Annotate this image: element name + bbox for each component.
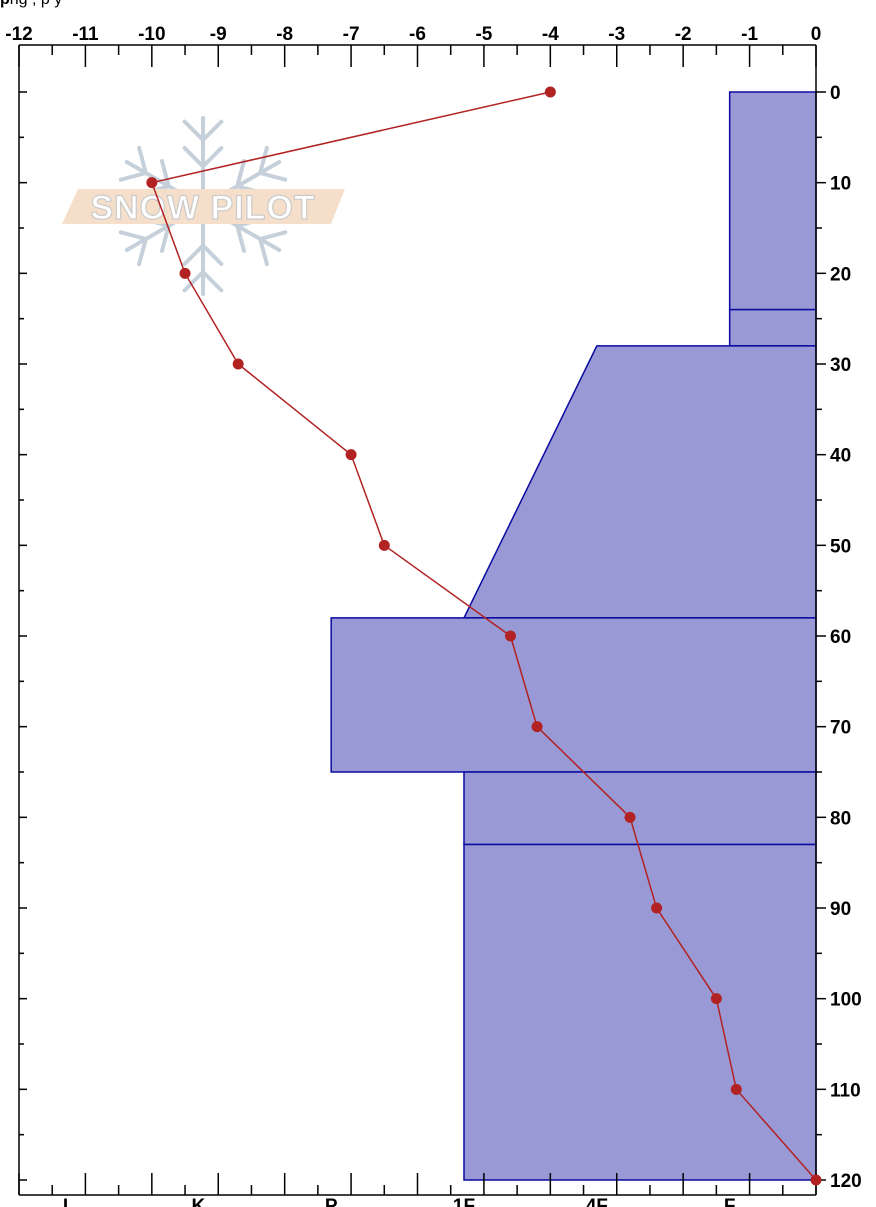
depth-tick-label: 90: [830, 899, 851, 920]
snowflake-branch: [201, 146, 224, 169]
hardness-tick-label: 1F: [453, 1196, 475, 1207]
depth-tick-label: 0: [830, 83, 841, 104]
temperature-tick-label: -7: [343, 24, 360, 45]
temperature-tick-label: -8: [276, 24, 293, 45]
temperature-tick-label: -4: [542, 24, 559, 45]
temperature-point: [651, 902, 663, 914]
watermark-banner: [62, 189, 345, 224]
temperature-point: [531, 721, 543, 733]
depth-tick-label: 60: [830, 627, 851, 648]
temperature-tick-label: -11: [72, 24, 99, 45]
snowflake-branch: [258, 237, 269, 267]
hardness-tick-label: F: [724, 1196, 736, 1207]
temperature-point: [345, 449, 357, 461]
hardness-tick-label: K: [191, 1196, 205, 1207]
depth-tick-label: 20: [830, 264, 851, 285]
temperature-point: [232, 358, 244, 370]
snowflake-branch: [118, 171, 148, 182]
snowflake-branch: [258, 171, 288, 182]
temperature-tick-label: -10: [138, 24, 165, 45]
hardness-tick-label: 4F: [586, 1196, 608, 1207]
temperature-point: [146, 177, 158, 189]
snowflake-branch: [258, 230, 288, 241]
temperature-tick-label: -2: [675, 24, 692, 45]
snowflake-branch: [182, 243, 205, 266]
snowflake-branch: [137, 237, 148, 267]
depth-tick-label: 100: [830, 990, 862, 1011]
temperature-tick-label: -6: [409, 24, 426, 45]
temperature-tick-label: 0: [811, 24, 822, 45]
depth-tick-label: 40: [830, 446, 851, 467]
depth-tick-label: 10: [830, 174, 851, 195]
temperature-tick-label: -12: [5, 24, 32, 45]
snowflake-branch: [182, 119, 205, 142]
snowflake-branch: [118, 230, 148, 241]
header-text-bold: p: [0, 0, 10, 8]
snowflake-branch: [182, 146, 205, 169]
hardness-layer: [463, 771, 817, 846]
depth-tick-label: 110: [830, 1080, 861, 1101]
snowpilot-watermark: SNOW PILOT: [62, 116, 345, 296]
hardness-layer: [462, 345, 817, 619]
temperature-point: [810, 1174, 822, 1186]
snowflake-branch: [201, 243, 224, 266]
temperature-profile: [146, 86, 822, 1186]
hardness-tick-label: P: [325, 1196, 338, 1207]
hardness-layer: [728, 308, 817, 347]
temperature-tick-label: -5: [475, 24, 492, 45]
hardness-tick-label: I: [63, 1196, 68, 1207]
depth-tick-label: 70: [830, 718, 851, 739]
snowflake-branch: [159, 223, 171, 253]
hardness-layer: [728, 91, 817, 311]
watermark-text: SNOW PILOT: [90, 189, 315, 227]
snowflake-branch: [201, 270, 224, 293]
snowflake-branch: [137, 145, 148, 175]
temperature-tick-label: -3: [608, 24, 625, 45]
snowflake-branch: [182, 270, 205, 293]
hardness-layer: [463, 843, 817, 1181]
temperature-point: [710, 993, 722, 1005]
temperature-point: [730, 1083, 742, 1095]
temperature-point: [504, 630, 516, 642]
hardness-layer: [330, 617, 817, 773]
temperature-point: [378, 539, 390, 551]
hardness-layers: [330, 91, 817, 1181]
snowflake-branch: [235, 223, 247, 253]
depth-tick-label: 50: [830, 536, 851, 557]
header-text-rest: ng , p y: [10, 0, 62, 8]
snowflake-branch: [159, 159, 171, 189]
temperature-point: [624, 811, 636, 823]
temperature-point: [179, 267, 191, 279]
depth-tick-label: 120: [830, 1171, 862, 1192]
depth-tick-label: 30: [830, 355, 851, 376]
temperature-tick-label: -9: [210, 24, 227, 45]
temperature-point: [544, 86, 556, 98]
snowflake-branch: [258, 145, 269, 175]
snowflake-branch: [235, 159, 247, 189]
temperature-tick-label: -1: [741, 24, 758, 45]
depth-tick-label: 80: [830, 808, 851, 829]
chart-axes: -12 -11 -10 -9 -8 -7 -6 -5 -4 -3 -2 -1 0010203040506…: [5, 24, 861, 1207]
snowflake-branch: [201, 119, 224, 142]
header-text: png , p y: [0, 0, 62, 9]
